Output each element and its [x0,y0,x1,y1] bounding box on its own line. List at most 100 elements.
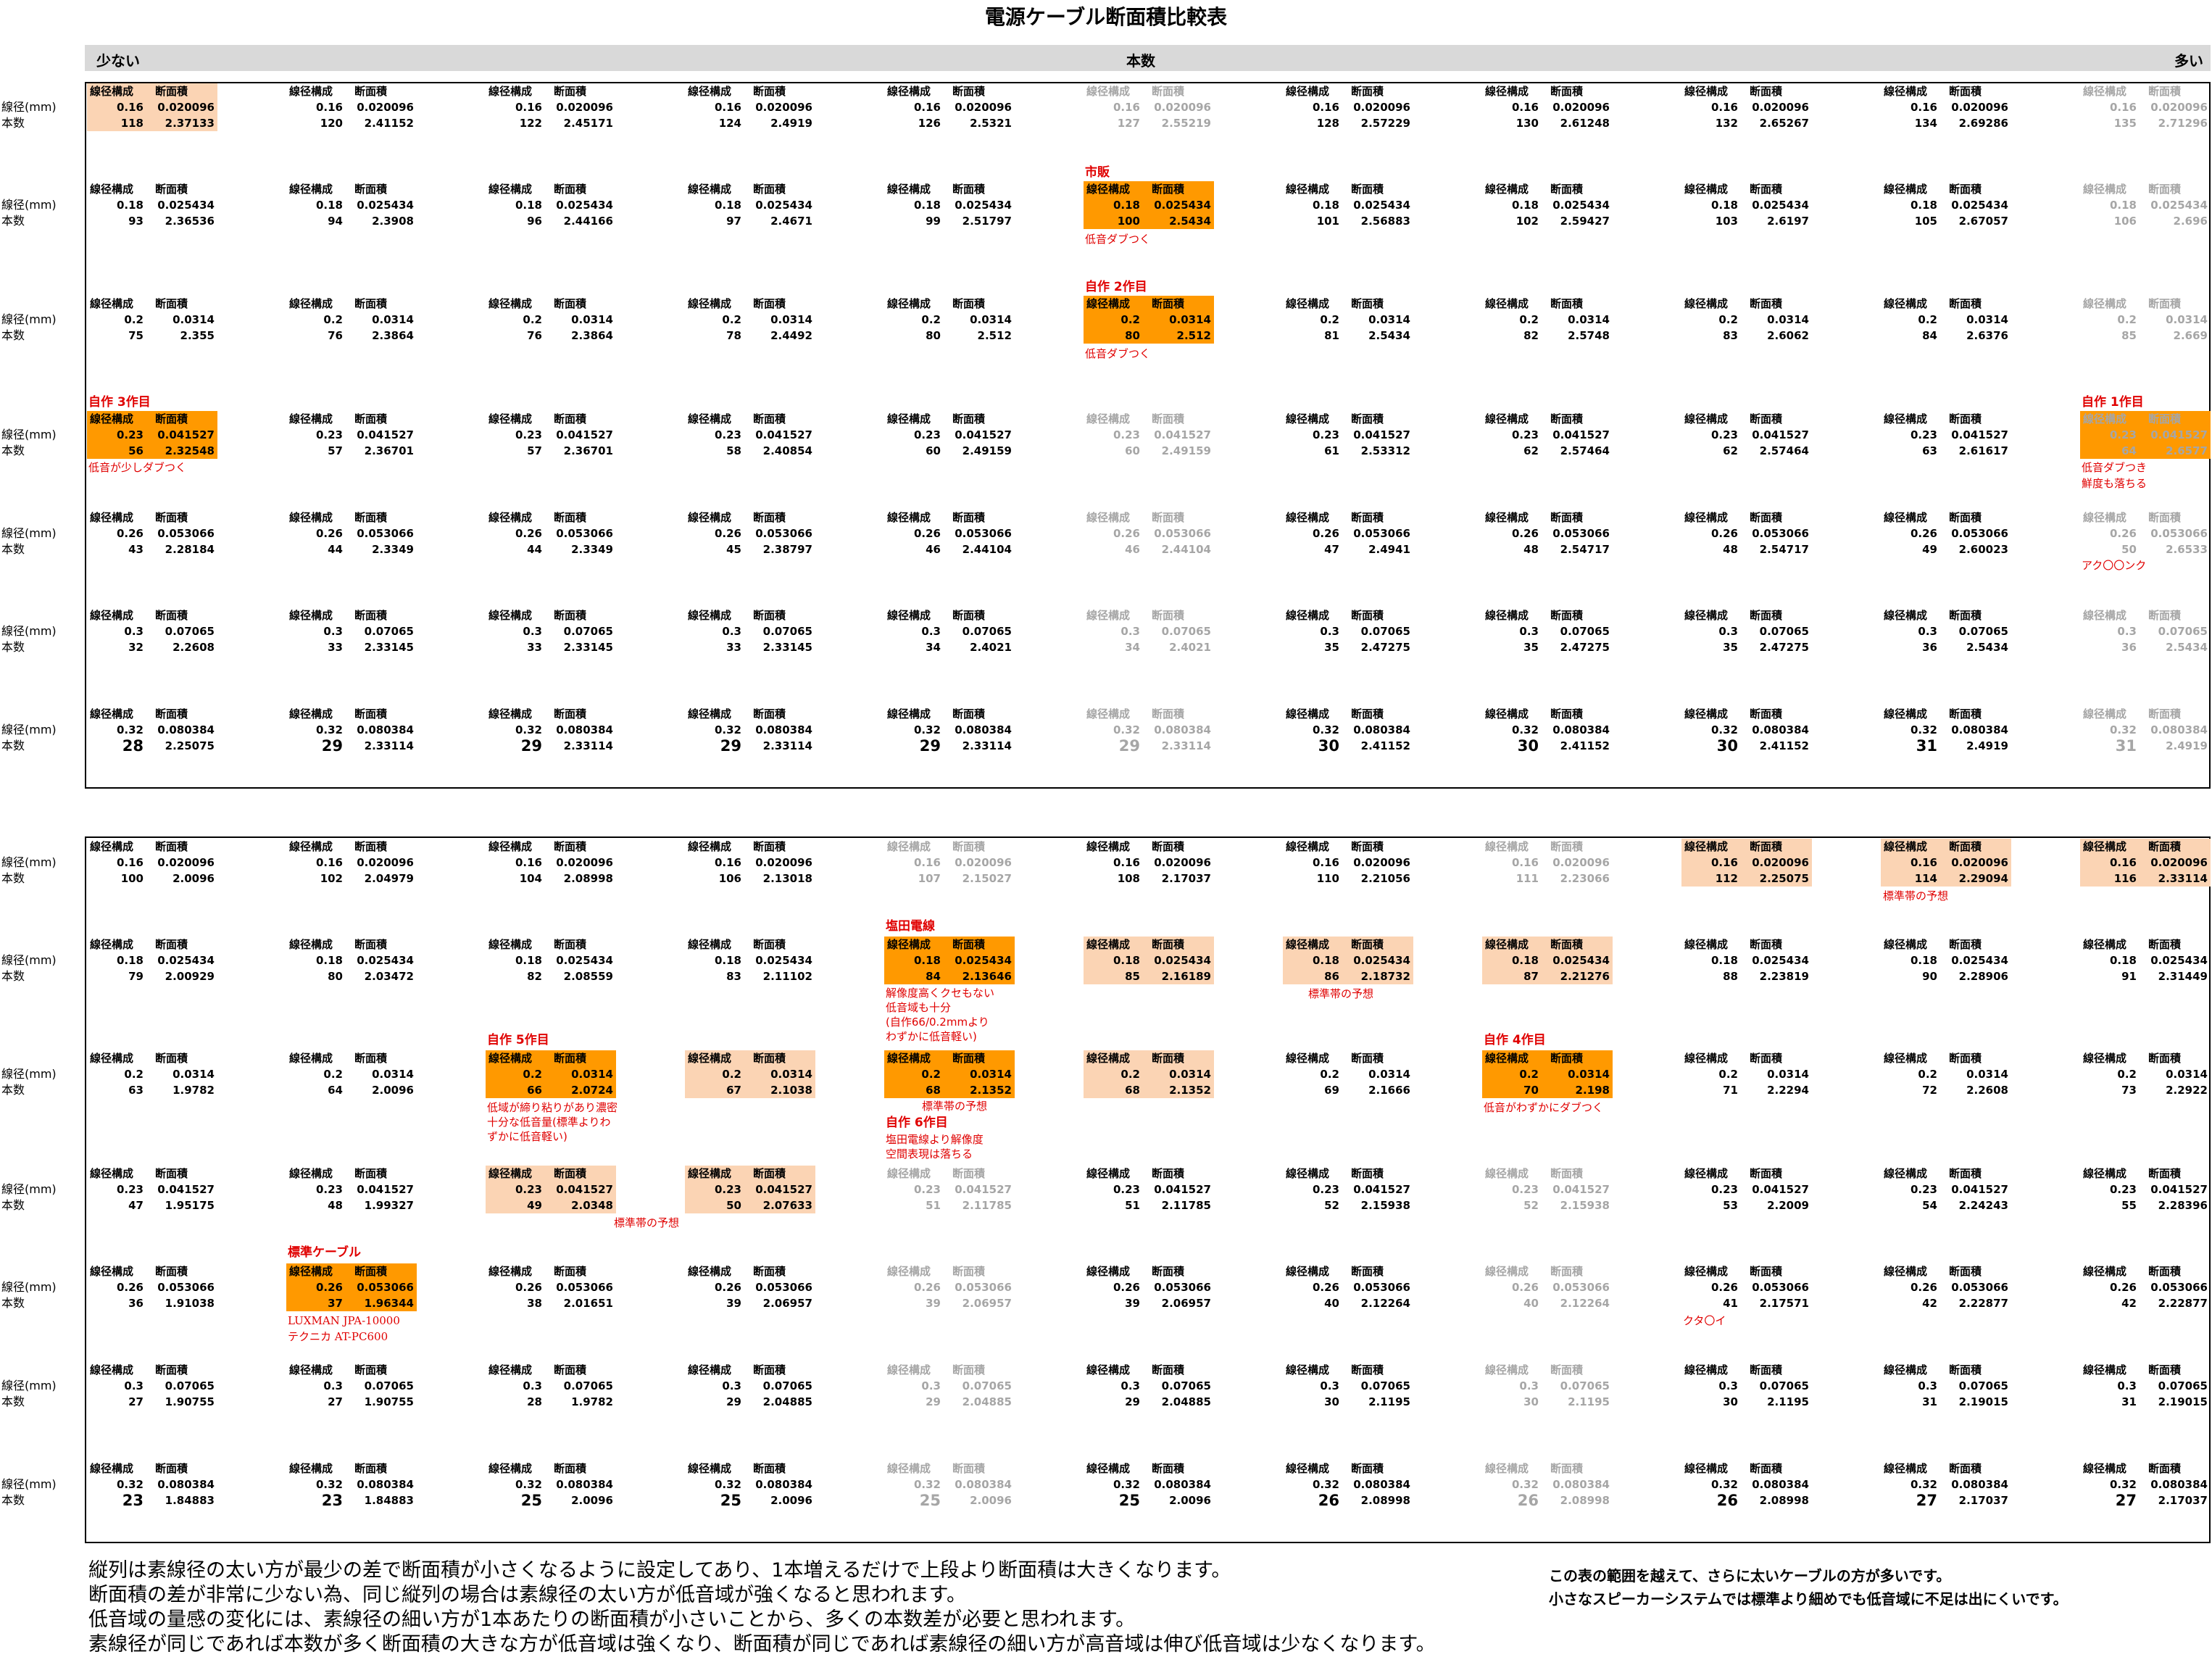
label-shioda: 塩田電線 [886,919,935,934]
cell-count-row: 29 2.33114 [289,738,414,754]
cell-diameter-row: 0.18 0.025434 [90,197,215,213]
top-cell: 線径構成 断面積 0.2 0.0314 83 2.6062 [1681,296,1812,344]
note-jisaku6-2: 空間表現は落ちる [886,1147,973,1160]
single-wire-area: 0.041527 [755,1183,812,1196]
single-wire-area: 0.041527 [1951,1183,2008,1196]
cell-diameter-row: 0.2 0.0314 [2083,312,2208,328]
total-cross-section: 2.3864 [372,329,414,342]
cell-count-row: 85 2.16189 [1086,968,1211,984]
note-hyojun-2: 標準帯の予想 [1308,987,1374,1000]
label-wire-config: 線径構成 [1286,609,1330,622]
label-cross-section: 断面積 [1949,1462,1982,1475]
label-wire-config: 線径構成 [488,840,533,853]
label-cross-section: 断面積 [155,511,188,524]
cell-diameter-row: 0.26 0.053066 [1086,526,1211,541]
cell-header-row: 線径構成 断面積 [688,607,812,623]
wire-diameter: 0.16 [1113,101,1140,114]
total-cross-section: 2.57464 [1759,444,1809,457]
cell-header-row: 線径構成 断面積 [289,83,414,99]
top-cell: 線径構成 断面積 0.16 0.020096 130 2.61248 [1482,83,1613,131]
cell-count-row: 135 2.71296 [2083,115,2208,131]
single-wire-area: 0.025434 [1752,199,1809,212]
bottom-cell: 線径構成 断面積 0.18 0.025434 79 2.00929 [87,937,217,984]
total-cross-section: 2.2608 [172,641,215,654]
wire-diameter: 0.26 [1312,1281,1339,1294]
cell-count-row: 30 2.41152 [1286,738,1410,754]
single-wire-area: 0.053066 [1154,527,1211,540]
label-cross-section: 断面積 [952,840,986,853]
label-wire-config: 線径構成 [2083,609,2127,622]
cell-count-row: 57 2.36701 [289,443,414,459]
cell-header-row: 線径構成 断面積 [1086,510,1211,526]
cell-count-row: 29 2.04885 [688,1394,812,1410]
cell-count-row: 55 2.28396 [2083,1197,2208,1213]
total-cross-section: 2.37133 [165,117,215,130]
label-cross-section: 断面積 [1351,609,1384,622]
top-cell: 線径構成 断面積 0.18 0.025434 94 2.3908 [286,181,417,229]
label-wire-config: 線径構成 [289,511,333,524]
label-wire-config: 線径構成 [90,412,134,425]
label-cross-section: 断面積 [2148,707,2182,721]
cell-count-row: 73 2.2922 [2083,1082,2208,1098]
cell-diameter-row: 0.16 0.020096 [1884,99,2008,115]
cell-diameter-row: 0.23 0.041527 [289,1182,414,1197]
single-wire-area: 0.0314 [1568,1068,1610,1081]
note-technica: テクニカ AT-PC600 [288,1330,388,1343]
total-cross-section: 2.6533 [2166,543,2208,556]
wire-diameter: 0.2 [124,313,144,326]
label-wire-config: 線径構成 [688,1363,732,1377]
cell-header-row: 線径構成 断面積 [688,706,812,722]
single-wire-area: 0.053066 [1552,1281,1610,1294]
total-cross-section: 2.29094 [1958,872,2008,885]
label-wire-config: 線径構成 [289,1462,333,1475]
label-cross-section: 断面積 [554,938,587,951]
label-cross-section: 断面積 [1351,938,1384,951]
cell-count-row: 36 2.5434 [2083,639,2208,655]
label-cross-section: 断面積 [1550,1052,1584,1065]
single-wire-area: 0.080384 [2150,1478,2208,1491]
single-wire-area: 0.053066 [1353,1281,1410,1294]
wire-count: 63 [128,1084,144,1097]
cell-header-row: 線径構成 断面積 [688,1050,812,1066]
cell-count-row: 110 2.21056 [1286,871,1410,887]
bottom-cell: 線径構成 断面積 0.26 0.053066 39 2.06957 [1084,1263,1214,1311]
cell-header-row: 線径構成 断面積 [688,296,812,312]
cell-count-row: 58 2.40854 [688,443,812,459]
cell-count-row: 76 2.3864 [289,328,414,344]
total-cross-section: 2.00929 [165,970,215,983]
cell-diameter-row: 0.32 0.080384 [2083,722,2208,738]
total-cross-section: 2.0096 [1169,1494,1211,1507]
label-cross-section: 断面積 [1750,297,1783,310]
top-cell: 線径構成 断面積 0.3 0.07065 36 2.5434 [2080,607,2211,655]
cell-diameter-row: 0.16 0.020096 [488,99,613,115]
cell-diameter-row: 0.2 0.0314 [90,312,215,328]
single-wire-area: 0.041527 [357,1183,414,1196]
note-shioda-1: 解像度高くクセもない [886,987,995,1000]
label-cross-section: 断面積 [354,609,388,622]
cell-diameter-row: 0.3 0.07065 [289,623,414,639]
wire-count: 73 [2121,1084,2137,1097]
wire-count: 112 [1715,872,1738,885]
cell-diameter-row: 0.3 0.07065 [488,623,613,639]
footer-right-line: 小さなスピーカーシステムでは標準より細めでも低音域に不足は出にくいです。 [1549,1590,2068,1608]
label-wire-config: 線径構成 [90,183,134,196]
total-cross-section: 1.91038 [165,1297,215,1310]
label-wire-config: 線径構成 [488,412,533,425]
bottom-cell: 線径構成 断面積 0.23 0.041527 50 2.07633 [685,1166,815,1213]
single-wire-area: 0.041527 [556,428,613,441]
label-cross-section: 断面積 [554,412,587,425]
wire-diameter: 0.3 [921,1379,941,1392]
cell-count-row: 63 1.9782 [90,1082,215,1098]
label-wire-config: 線径構成 [688,609,732,622]
label-cross-section: 断面積 [1949,1363,1982,1377]
cell-count-row: 42 2.22877 [1884,1295,2008,1311]
label-cross-section: 断面積 [753,1052,786,1065]
single-wire-area: 0.020096 [1951,101,2008,114]
label-wire-config: 線径構成 [2083,1052,2127,1065]
label-cross-section: 断面積 [1750,1052,1783,1065]
wire-diameter: 0.2 [921,1068,941,1081]
total-cross-section: 2.3908 [372,215,414,228]
cell-diameter-row: 0.18 0.025434 [688,952,812,968]
single-wire-area: 0.0314 [1966,313,2008,326]
total-cross-section: 2.12264 [1360,1297,1410,1310]
